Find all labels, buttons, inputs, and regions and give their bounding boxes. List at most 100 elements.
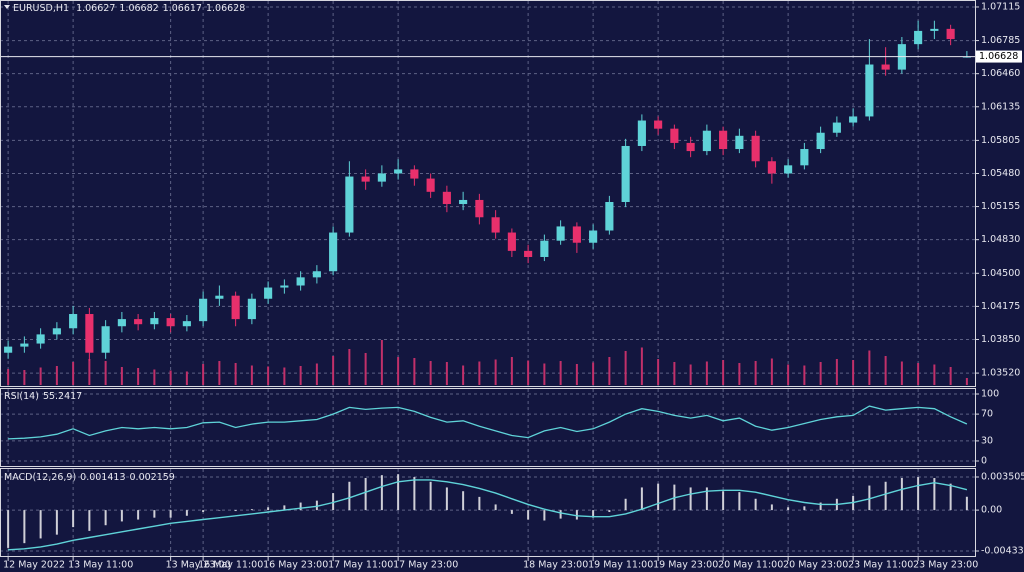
x-tick-label: 12 May 2022 — [3, 560, 65, 571]
volume-bar — [202, 364, 205, 385]
macd-bar — [722, 491, 725, 511]
candle-body — [442, 191, 451, 205]
rsi-tick-label: 30 — [981, 435, 993, 446]
x-tick-label: 13 May 11:00 — [68, 560, 133, 571]
volume-bar — [900, 361, 903, 385]
macd-bar — [462, 491, 465, 511]
candle-body — [215, 295, 224, 299]
macd-title: MACD(12,26,9) — [4, 472, 76, 483]
macd-bar — [949, 483, 952, 511]
price-tick-label: 1.06785 — [981, 35, 1020, 46]
volume-bar — [137, 368, 140, 385]
volume-bar — [949, 367, 952, 385]
candle-body — [800, 149, 809, 166]
candle-body — [540, 240, 549, 257]
candle-body — [702, 130, 711, 152]
macd-bar — [592, 510, 595, 518]
macd-bar — [884, 481, 887, 511]
volume-bar — [88, 359, 91, 385]
macd-bar — [202, 510, 205, 512]
chart-header: EURUSD,H1 1.06627 1.06682 1.06617 1.06628 — [13, 3, 245, 14]
volume-bar — [494, 359, 497, 385]
macd-bar — [283, 505, 286, 511]
macd-bar — [819, 502, 822, 511]
candle-body — [865, 64, 874, 117]
candle-body — [946, 28, 955, 40]
macd-bar — [787, 507, 790, 511]
volume-bar — [527, 360, 530, 385]
volume-bar — [380, 340, 383, 385]
volume-bar — [478, 361, 481, 385]
candle-body — [459, 199, 468, 205]
volume-bar — [153, 369, 156, 385]
x-tick-label: 18 May 23:00 — [523, 560, 588, 571]
candle-body — [134, 319, 143, 325]
candle-body — [296, 277, 305, 286]
volume-bar — [868, 350, 871, 385]
x-tick-label: 17 May 11:00 — [328, 560, 393, 571]
macd-bar — [429, 481, 432, 511]
price-tick-label: 1.05155 — [981, 201, 1020, 212]
high-value: 1.06682 — [119, 3, 158, 14]
macd-bar — [689, 487, 692, 511]
candle-body — [914, 30, 923, 45]
macd-bar — [55, 510, 58, 535]
candle-body — [719, 130, 728, 150]
candle-body — [4, 346, 13, 353]
symbol-menu-icon[interactable] — [4, 5, 10, 9]
candle-body — [329, 232, 338, 272]
candle-body — [605, 201, 614, 231]
macd-bar — [72, 510, 75, 528]
macd-signal-line — [8, 479, 968, 551]
macd-tick-label: 0.00 — [981, 505, 1002, 516]
rsi-line — [8, 405, 968, 440]
macd-bar — [624, 498, 627, 511]
volume-bar — [608, 357, 611, 385]
volume-bar — [7, 369, 10, 385]
x-tick-label: 19 May 11:00 — [588, 560, 653, 571]
candle-body — [524, 250, 533, 257]
rsi-tick-label: 0 — [981, 456, 987, 467]
low-value: 1.06617 — [163, 3, 202, 14]
volume-bar — [413, 358, 416, 385]
symbol: EURUSD,H1 — [13, 3, 69, 14]
candle-body — [361, 176, 370, 182]
macd-bar — [900, 477, 903, 511]
candle-body — [930, 28, 939, 31]
volume-bar — [510, 357, 513, 385]
rsi-title: RSI(14) — [4, 391, 39, 402]
volume-bar — [348, 349, 351, 385]
macd-bar — [120, 510, 123, 522]
volume-bar — [72, 362, 75, 385]
macd-bar — [299, 502, 302, 511]
candle-body — [264, 287, 273, 299]
macd-header: MACD(12,26,9) 0.001413 0.002159 — [4, 472, 175, 483]
candle-body — [199, 298, 208, 322]
candle-body — [507, 232, 516, 251]
candle-body — [166, 318, 175, 327]
candle-body — [475, 199, 484, 218]
candle-body — [52, 328, 61, 335]
volume-bar — [397, 357, 400, 385]
x-tick-label: 17 May 23:00 — [393, 560, 458, 571]
macd-bar — [88, 510, 91, 531]
macd-bar — [754, 498, 757, 511]
macd-bar — [348, 481, 351, 511]
macd-bar — [510, 510, 513, 514]
macd-bar — [185, 510, 188, 516]
candle-body — [101, 326, 110, 353]
volume-bar — [364, 353, 367, 385]
volume-bar — [23, 370, 26, 385]
close-value: 1.06628 — [206, 3, 245, 14]
macd-bar — [803, 506, 806, 511]
candle-body — [784, 165, 793, 174]
macd-tick-label: 0.003505 — [981, 472, 1024, 483]
macd-bar — [234, 510, 237, 512]
candle-body — [247, 298, 256, 320]
volume-bar — [819, 362, 822, 385]
macd-bar — [657, 483, 660, 511]
macd-panel-frame — [0, 468, 976, 557]
x-tick-label: 13 May 23:00 — [166, 560, 231, 571]
